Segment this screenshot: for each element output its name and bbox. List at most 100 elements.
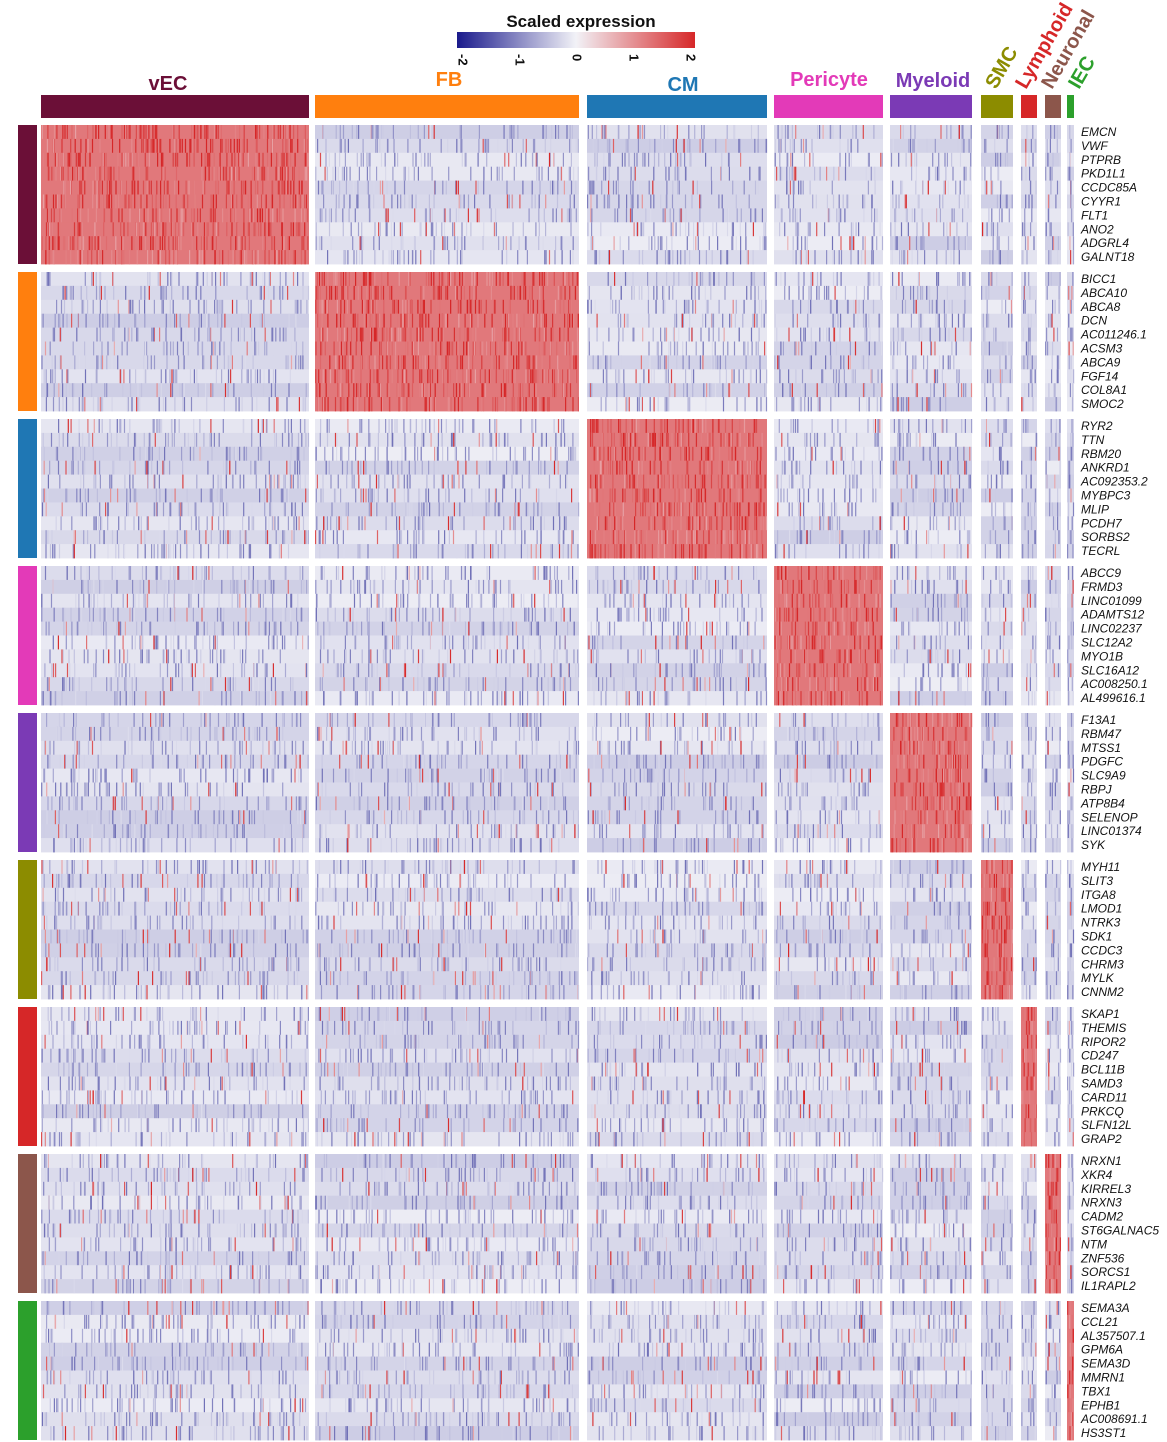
heatmap-streak xyxy=(170,222,172,237)
heatmap-streak xyxy=(832,194,835,209)
heatmap-streak xyxy=(191,138,193,154)
heatmap-streak xyxy=(933,341,935,356)
heatmap-streak xyxy=(664,327,666,342)
heatmap-streak xyxy=(899,419,901,434)
heatmap-streak xyxy=(349,166,351,181)
heatmap-streak xyxy=(110,125,112,140)
heatmap-streak xyxy=(175,138,177,154)
heatmap-streak xyxy=(131,152,133,168)
heatmap-streak xyxy=(709,432,711,448)
heatmap-streak xyxy=(902,285,905,301)
heatmap-streak xyxy=(116,419,118,434)
heatmap-streak xyxy=(182,397,184,412)
heatmap-streak xyxy=(913,138,915,154)
heatmap-streak xyxy=(188,313,190,328)
heatmap-streak xyxy=(353,383,355,398)
heatmap-streak xyxy=(757,285,760,301)
heatmap-streak xyxy=(303,194,305,209)
heatmap-streak xyxy=(110,180,112,195)
heatmap-streak xyxy=(617,369,619,384)
heatmap-cell xyxy=(981,369,1013,384)
heatmap-streak xyxy=(656,272,658,287)
heatmap-streak xyxy=(541,432,543,448)
heatmap-streak xyxy=(828,208,830,223)
heatmap-streak xyxy=(403,180,406,195)
heatmap-streak xyxy=(1006,138,1008,154)
heatmap-streak xyxy=(568,397,570,412)
heatmap-streak xyxy=(986,180,988,195)
heatmap-streak xyxy=(667,355,669,370)
heatmap-streak xyxy=(569,285,571,301)
heatmap-streak xyxy=(204,125,206,140)
heatmap-streak xyxy=(720,250,722,265)
heatmap-streak xyxy=(632,180,634,195)
heatmap-streak xyxy=(322,299,324,315)
heatmap-streak xyxy=(254,369,256,384)
heatmap-streak xyxy=(495,369,497,384)
heatmap-streak xyxy=(1049,446,1051,462)
heatmap-streak xyxy=(757,138,759,154)
heatmap-streak xyxy=(197,341,199,356)
heatmap-streak xyxy=(676,250,679,265)
heatmap-streak xyxy=(963,272,965,287)
heatmap-streak xyxy=(288,383,290,398)
heatmap-streak xyxy=(828,208,831,223)
heatmap-streak xyxy=(684,250,686,265)
heatmap-streak xyxy=(521,272,523,287)
heatmap-streak xyxy=(123,419,126,434)
heatmap-streak xyxy=(1070,194,1072,209)
heatmap-streak xyxy=(908,397,910,412)
heatmap-streak xyxy=(915,299,917,315)
heatmap-streak xyxy=(836,272,838,287)
heatmap-streak xyxy=(60,166,62,181)
heatmap-streak xyxy=(387,208,389,223)
heatmap-streak xyxy=(279,125,281,140)
heatmap-streak xyxy=(211,446,213,462)
heatmap-streak xyxy=(1010,355,1012,370)
heatmap-streak xyxy=(65,383,67,398)
heatmap-streak xyxy=(144,285,146,301)
heatmap-streak xyxy=(553,419,555,434)
heatmap-streak xyxy=(75,250,77,265)
heatmap-streak xyxy=(901,327,903,342)
heatmap-streak xyxy=(1029,180,1032,195)
heatmap-streak xyxy=(715,355,717,370)
heatmap-streak xyxy=(697,432,699,448)
heatmap-streak xyxy=(494,299,496,315)
heatmap-streak xyxy=(597,138,599,154)
heatmap-streak xyxy=(922,446,924,462)
heatmap-streak xyxy=(495,222,497,237)
heatmap-streak xyxy=(543,125,545,140)
heatmap-cell xyxy=(315,419,579,434)
heatmap-streak xyxy=(373,194,375,209)
heatmap-streak xyxy=(446,285,449,301)
heatmap-streak xyxy=(438,355,440,370)
heatmap-streak xyxy=(278,166,280,181)
heatmap-streak xyxy=(452,341,454,356)
heatmap-streak xyxy=(45,236,47,251)
color-scale-gradient xyxy=(457,32,695,48)
heatmap-streak xyxy=(474,272,476,287)
heatmap-streak xyxy=(222,299,224,315)
heatmap-streak xyxy=(1027,125,1029,140)
heatmap-streak xyxy=(764,222,766,237)
heatmap-streak xyxy=(962,125,964,140)
heatmap-streak xyxy=(826,285,828,301)
heatmap-streak xyxy=(368,272,370,287)
heatmap-streak xyxy=(418,369,420,384)
heatmap-streak xyxy=(572,236,574,251)
heatmap-streak xyxy=(590,180,592,195)
heatmap-streak xyxy=(576,369,578,384)
heatmap-streak xyxy=(49,341,51,356)
heatmap-streak xyxy=(961,419,963,434)
heatmap-streak xyxy=(755,369,757,384)
heatmap-streak xyxy=(550,369,553,384)
heatmap-streak xyxy=(559,285,561,301)
heatmap-streak xyxy=(806,236,808,251)
heatmap-streak xyxy=(608,194,611,209)
heatmap-streak xyxy=(363,299,365,315)
heatmap-streak xyxy=(190,397,193,412)
heatmap-streak xyxy=(92,432,94,448)
heatmap-streak xyxy=(640,355,642,370)
heatmap-streak xyxy=(939,397,941,412)
